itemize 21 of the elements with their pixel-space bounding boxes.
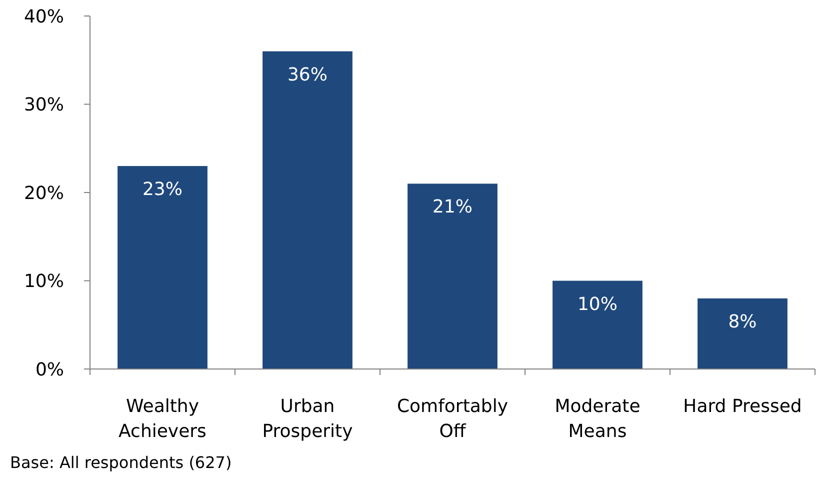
- data-label: 21%: [432, 196, 473, 218]
- x-tick-label: Wealthy Achievers: [118, 396, 206, 442]
- y-tick-label: 0%: [35, 359, 64, 380]
- bar: [552, 280, 642, 369]
- data-label: 36%: [287, 64, 328, 86]
- y-tick-label: 10%: [24, 271, 64, 292]
- text: Base: All respondents (627): [10, 453, 232, 472]
- bar: [262, 51, 352, 369]
- y-tick-label: 40%: [24, 6, 64, 28]
- x-tick-label: Moderate Means: [554, 396, 640, 442]
- y-tick-label: 20%: [24, 182, 64, 204]
- data-label: 8%: [728, 311, 757, 332]
- x-tick-label: Hard Pressed: [683, 396, 802, 417]
- x-tick-label: Urban Prosperity: [262, 396, 354, 442]
- bar: [118, 166, 208, 369]
- data-label: 23%: [142, 179, 183, 200]
- y-tick-label: 30%: [24, 94, 64, 116]
- x-tick-label: Comfortably Off: [396, 396, 508, 442]
- data-label: 10%: [577, 294, 618, 315]
- bar: [408, 184, 498, 369]
- bar: [698, 298, 788, 369]
